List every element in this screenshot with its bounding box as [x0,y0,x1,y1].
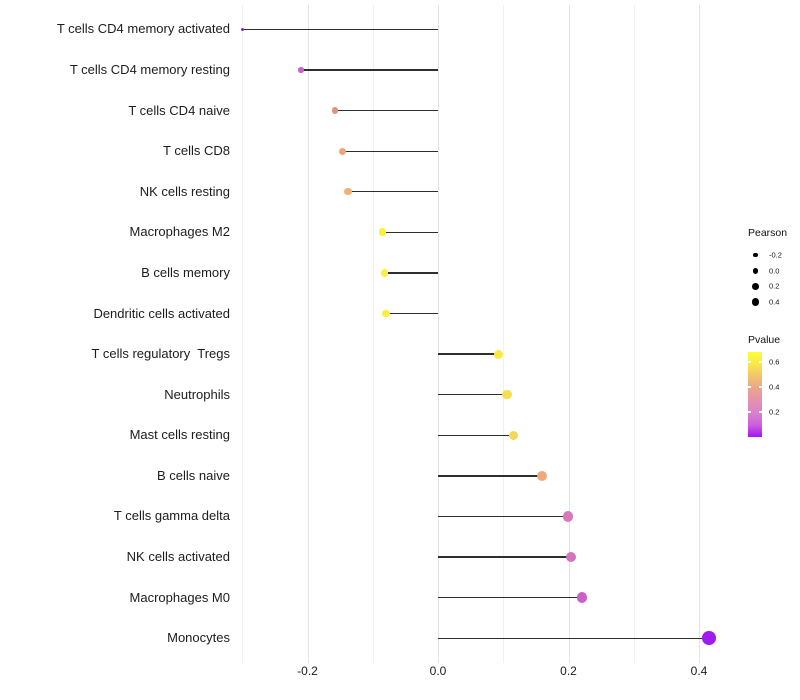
lollipop-segment [334,109,438,112]
size-legend-label: -0.2 [769,250,782,260]
size-legend-label: 0.0 [769,266,780,276]
y-axis-label: Monocytes [167,630,230,646]
gridline-major [699,5,700,663]
lollipop-segment [438,434,514,436]
data-point [494,349,504,359]
data-point [701,631,716,646]
lollipop-segment [438,353,499,355]
y-axis-label: Dendritic cells activated [93,305,230,321]
y-axis-label: NK cells resting [139,183,230,199]
colorbar-tick-label: 0.6 [769,357,780,367]
y-axis-label: T cells regulatory Tregs [91,346,230,362]
size-legend-title: Pearson [748,227,788,239]
y-axis-label: B cells naive [157,467,230,483]
data-point [381,309,390,318]
colorbar-tick [748,386,751,388]
data-point [378,228,387,237]
lollipop-segment [385,312,438,315]
data-point [508,430,519,441]
y-axis-label: B cells memory [141,264,230,280]
y-axis-label: Neutrophils [164,386,230,402]
colorbar-tick [759,361,762,363]
lollipop-segment [438,475,542,477]
gridline-minor [242,5,244,663]
gridline-major [307,5,309,663]
size-legend-label: 0.2 [769,281,780,291]
lollipop-segment [382,231,438,233]
colorbar-tick-label: 0.2 [769,407,780,417]
lollipop-segment [438,515,568,518]
colorbar-tick [759,411,762,413]
size-legend-dot [751,298,760,306]
gridline-minor [633,5,635,663]
y-axis-label: T cells gamma delta [113,508,230,524]
data-point [562,511,573,522]
colorbar-tick [748,361,751,363]
gridline-minor [372,5,374,663]
lollipop-segment [438,637,709,639]
lollipop-segment [438,394,508,396]
y-axis-label: T cells CD4 memory resting [69,61,230,77]
data-point [344,188,352,196]
size-legend-dot [752,267,759,274]
gridline-major [438,5,439,663]
y-axis-label: Mast cells resting [129,427,230,443]
lollipop-segment [242,28,438,31]
data-point [502,390,512,400]
x-axis-tick-label: 0.2 [560,664,577,678]
y-axis-label: T cells CD4 naive [128,102,230,118]
y-axis-label: NK cells activated [126,549,230,565]
lollipop-segment [438,597,583,599]
data-point [380,268,389,277]
colorbar-tick [748,411,751,413]
x-axis-tick-label: 0.4 [690,664,708,678]
y-axis-label: Macrophages M2 [129,224,230,240]
lollipop-segment [300,69,438,71]
y-axis-label: T cells CD4 memory activated [56,21,230,37]
data-point [240,27,244,31]
size-legend-dot [753,252,758,258]
lollipop-segment [342,150,438,152]
colorbar-tick-label: 0.4 [769,382,780,392]
data-point [576,592,588,603]
data-point [536,470,547,481]
x-axis-tick-label: 0.0 [429,664,447,678]
data-point [338,147,346,155]
data-point [331,107,339,114]
gridline-major [568,5,570,663]
size-legend-label: 0.4 [769,297,780,307]
pvalue-colorbar [748,352,762,437]
y-axis-label: T cells CD8 [163,143,230,159]
lollipop-segment [438,556,572,558]
color-legend-title: Pvalue [748,334,781,346]
lollipop-segment [347,191,438,193]
data-point [565,551,577,563]
y-axis-label: Macrophages M0 [129,589,230,605]
lollipop-segment [384,272,438,274]
colorbar-tick [759,386,762,388]
gridline-minor [503,5,505,663]
size-legend-dot [752,283,759,290]
data-point [298,67,304,73]
x-axis-tick-label: -0.2 [297,664,318,678]
